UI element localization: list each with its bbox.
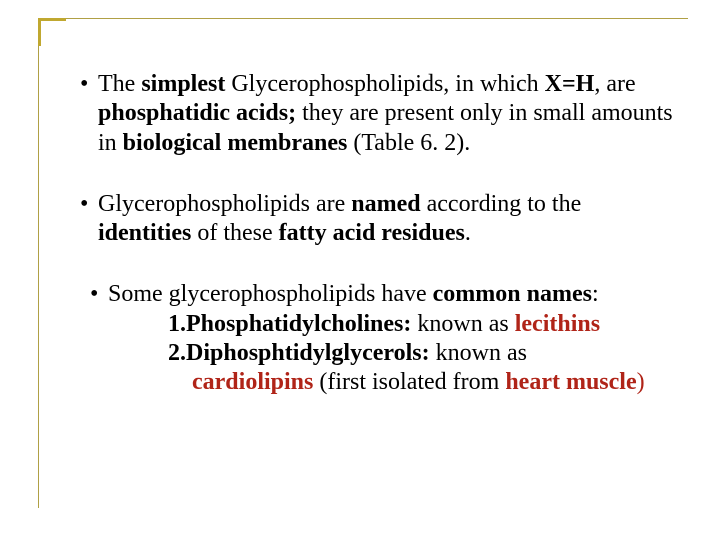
text: known as (430, 340, 527, 366)
text: Glycerophospholipids, in which (225, 71, 544, 97)
bullet-item-1: •The simplest Glycerophospholipids, in w… (70, 70, 680, 158)
text-red: ) (637, 369, 645, 395)
text-bold: phosphatidic acids; (98, 100, 296, 126)
bullet-marker: • (90, 280, 108, 309)
sub-number: 2. (168, 340, 186, 366)
text-bold: X=H (545, 71, 595, 97)
sub-number: 1. (168, 311, 186, 337)
text: : (592, 281, 599, 307)
text-bold: Phosphatidylcholines: (186, 311, 411, 337)
text: (first isolated from (313, 369, 505, 395)
bullet-marker: • (80, 70, 98, 99)
text: Glycerophospholipids are (98, 191, 351, 217)
sub-item-2-cont: cardiolipins (first isolated from heart … (168, 368, 680, 397)
text-bold-red: lecithins (515, 311, 600, 337)
bullet-item-2: •Glycerophospholipids are named accordin… (70, 190, 680, 249)
text-bold-red: heart muscle (505, 369, 636, 395)
text: The (98, 71, 141, 97)
sub-item-2: 2.Diphosphtidylglycerols: known as (168, 339, 680, 368)
text-bold: named (351, 191, 420, 217)
text: according to the (421, 191, 582, 217)
corner-accent (38, 18, 66, 46)
text-bold: biological membranes (123, 130, 348, 156)
sub-list: 1.Phosphatidylcholines: known as lecithi… (108, 310, 680, 398)
text-bold: Diphosphtidylglycerols: (186, 340, 430, 366)
text-bold: common names (433, 281, 592, 307)
text: (Table 6. 2). (347, 130, 470, 156)
text-bold: fatty acid residues (279, 220, 465, 246)
text: of these (191, 220, 278, 246)
text: known as (411, 311, 514, 337)
text-bold: simplest (141, 71, 225, 97)
text-bold: identities (98, 220, 191, 246)
text: . (465, 220, 471, 246)
bullet-item-3: •Some glycerophospholipids have common n… (70, 280, 680, 397)
text: , are (594, 71, 635, 97)
bullet-marker: • (80, 190, 98, 219)
sub-item-1: 1.Phosphatidylcholines: known as lecithi… (168, 310, 680, 339)
slide-content: •The simplest Glycerophospholipids, in w… (70, 70, 680, 429)
text: Some glycerophospholipids have (108, 281, 433, 307)
text-bold-red: cardiolipins (192, 369, 313, 395)
